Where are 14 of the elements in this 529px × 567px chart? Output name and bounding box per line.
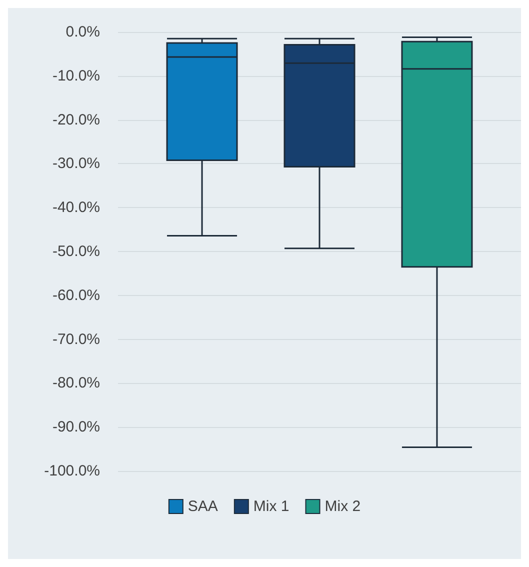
legend-label: Mix 1 [253, 498, 290, 515]
y-tick-label: -60.0% [52, 286, 100, 304]
y-tick-label: -70.0% [52, 330, 100, 348]
y-tick-label: -40.0% [52, 199, 100, 216]
y-tick-label: -90.0% [52, 418, 100, 436]
y-tick-label: 0.0% [66, 24, 100, 40]
legend-label: Mix 2 [324, 498, 361, 515]
y-tick-label: -10.0% [52, 67, 100, 84]
y-tick-label: -50.0% [52, 243, 100, 260]
legend-label: SAA [188, 498, 218, 515]
y-tick-label: -80.0% [52, 374, 100, 392]
y-tick-label: -100.0% [44, 462, 100, 480]
y-tick-label: -20.0% [52, 111, 100, 128]
y-tick-label: -30.0% [52, 155, 100, 172]
